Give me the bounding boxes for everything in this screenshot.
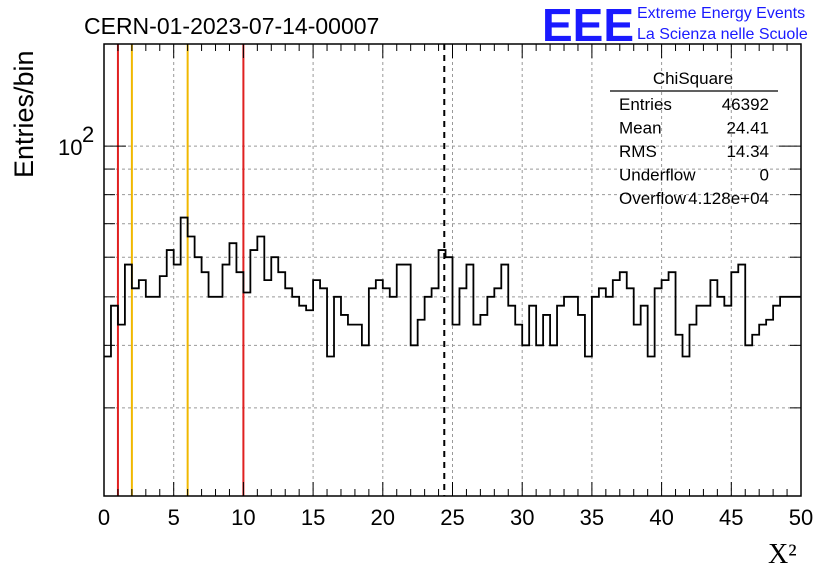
stats-title: ChiSquare xyxy=(653,69,733,88)
logo-line2: La Scienza nelle Scuole xyxy=(637,26,808,43)
stats-row-value: 24.41 xyxy=(726,119,769,138)
x-tick-label: 45 xyxy=(719,505,743,530)
stats-row-label: Underflow xyxy=(619,166,696,185)
reference-lines xyxy=(116,44,446,496)
stats-row-label: Entries xyxy=(619,95,672,114)
histogram-outline xyxy=(104,216,801,358)
stats-row-label: Overflow xyxy=(619,189,687,208)
logo-acronym: EEE xyxy=(542,0,634,51)
x-tick-label: 30 xyxy=(510,505,534,530)
x-tick-label: 5 xyxy=(168,505,180,530)
x-tick-label: 25 xyxy=(440,505,464,530)
y-tick-label-exponent: 2 xyxy=(82,122,94,147)
y-tick-label-base: 10 xyxy=(58,135,82,160)
chart-title: CERN-01-2023-07-14-00007 xyxy=(84,13,379,39)
x-tick-label: 20 xyxy=(371,505,395,530)
x-tick-label: 50 xyxy=(789,505,813,530)
stats-box: ChiSquare Entries 46392 Mean 24.41 RMS 14.34 U… xyxy=(610,69,778,208)
x-axis-label: X² xyxy=(768,539,797,570)
stats-row-label: RMS xyxy=(619,142,657,161)
eee-logo: EEE Extreme Energy Events La Scienza nel… xyxy=(542,0,808,51)
plot-frame xyxy=(103,43,802,497)
x-tick-label: 35 xyxy=(580,505,604,530)
stats-row-value: 4.128e+04 xyxy=(688,189,769,208)
logo-line1: Extreme Energy Events xyxy=(637,5,805,22)
x-tick-label: 15 xyxy=(301,505,325,530)
x-tick-label: 10 xyxy=(231,505,255,530)
histogram-series xyxy=(104,216,801,358)
stats-row-value: 46392 xyxy=(722,95,769,114)
stats-row-value: 0 xyxy=(760,166,769,185)
x-tick-label: 0 xyxy=(98,505,110,530)
y-axis-label: Entries/bin xyxy=(9,50,39,178)
stats-row-label: Mean xyxy=(619,119,662,138)
stats-row-value: 14.34 xyxy=(726,142,769,161)
x-tick-label: 40 xyxy=(649,505,673,530)
